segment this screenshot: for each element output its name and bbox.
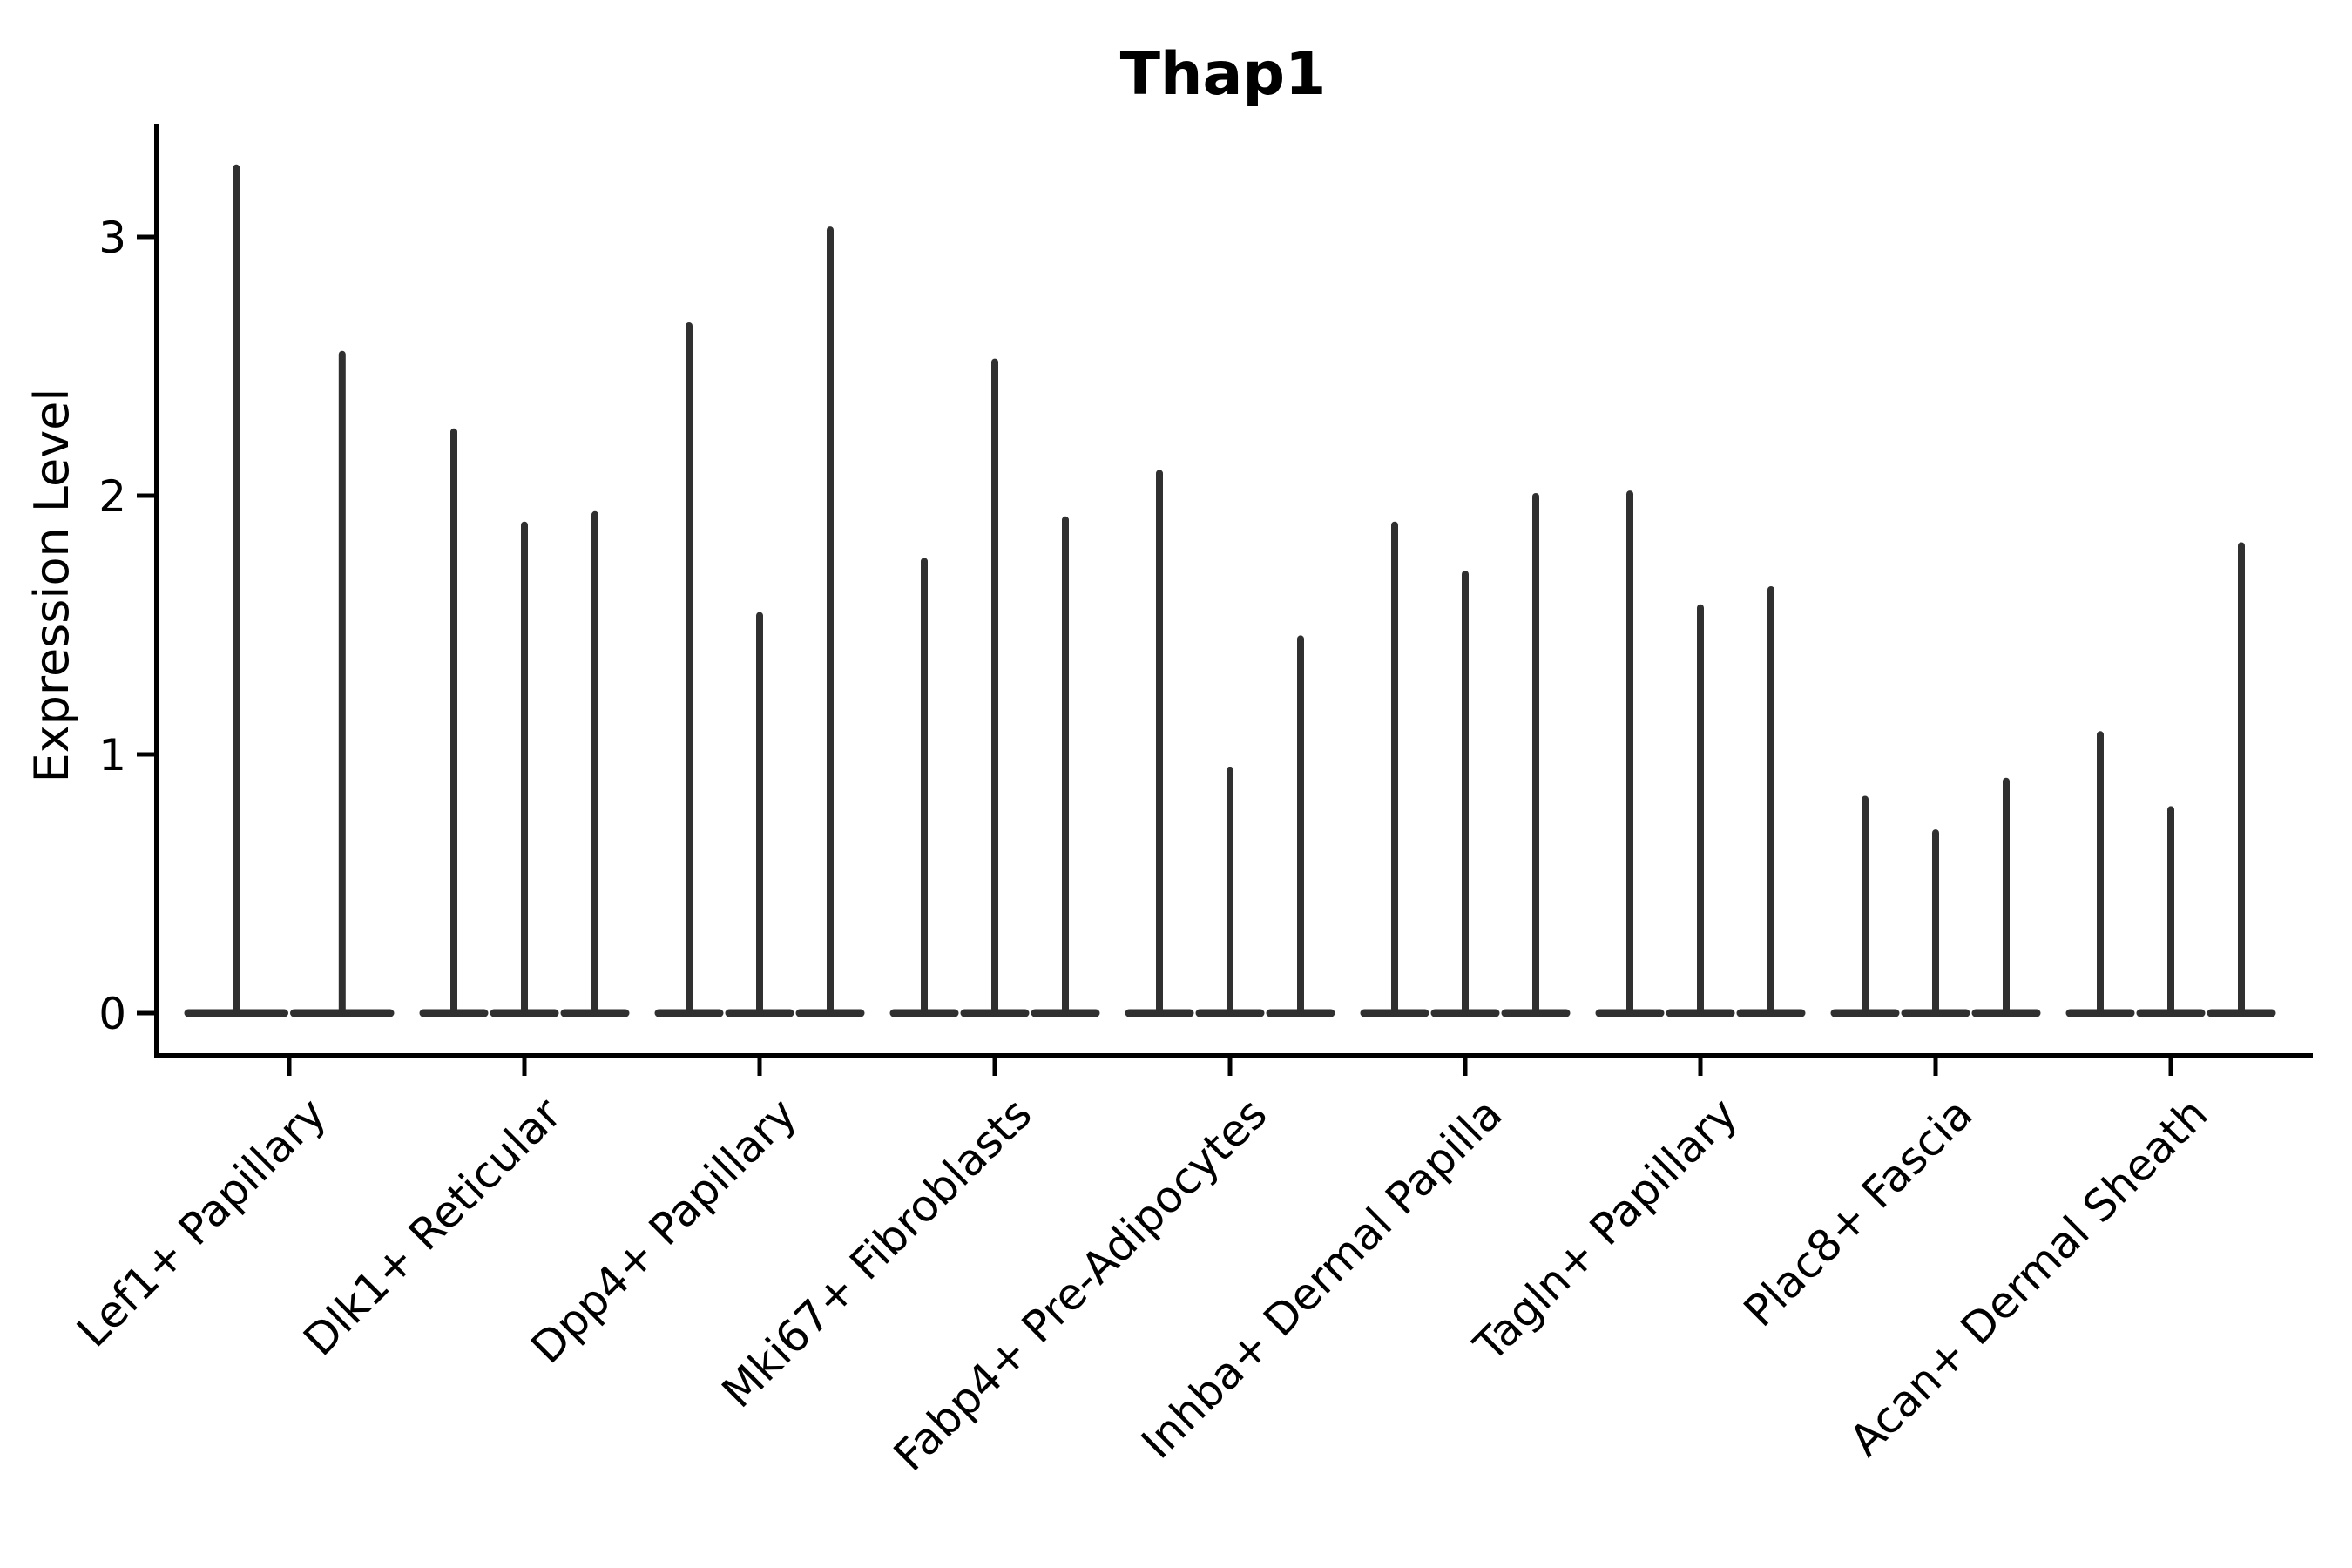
violin-spike xyxy=(1156,470,1163,1017)
violin-spike xyxy=(2238,542,2245,1017)
violin-spike xyxy=(827,226,834,1017)
y-axis-title: Expression Level xyxy=(24,389,79,783)
violin-spike xyxy=(450,428,457,1017)
violin-spike xyxy=(1532,493,1539,1017)
violin-spike xyxy=(1626,490,1633,1017)
x-tick xyxy=(1227,1056,1233,1076)
y-tick-label: 0 xyxy=(98,989,126,1039)
violin-spike xyxy=(338,350,346,1017)
violin-spike xyxy=(1862,795,1869,1017)
violin-spike xyxy=(521,521,528,1017)
y-tick-label: 1 xyxy=(98,730,126,781)
x-category-label: Tagln+ Papillary xyxy=(1463,1088,1747,1371)
violin-spike xyxy=(2003,777,2010,1017)
violin-spike xyxy=(1462,571,1469,1017)
x-axis-spine xyxy=(154,1053,2313,1058)
y-tick xyxy=(137,234,157,240)
x-category-label: Plac8+ Fascia xyxy=(1734,1088,1983,1336)
x-tick xyxy=(1698,1056,1703,1076)
violin-spike xyxy=(591,510,598,1017)
x-tick xyxy=(992,1056,997,1076)
violin-spike xyxy=(991,358,998,1017)
violin-spike xyxy=(1697,604,1704,1017)
violin-spike xyxy=(2167,806,2174,1017)
violin-spike xyxy=(1062,516,1069,1017)
x-category-label: Dlk1+ Reticular xyxy=(294,1088,571,1365)
x-tick xyxy=(287,1056,292,1076)
y-tick-label: 2 xyxy=(98,471,126,522)
violin-spike xyxy=(1297,635,1304,1017)
x-tick xyxy=(522,1056,527,1076)
violin-spike xyxy=(1932,829,1939,1017)
violin-spike xyxy=(756,612,763,1017)
y-tick xyxy=(137,1010,157,1016)
violin-spike xyxy=(2097,731,2104,1017)
x-category-label: Fabp4+ Pre-Adipocytes xyxy=(884,1088,1277,1481)
violin-spike xyxy=(1227,767,1233,1017)
x-tick xyxy=(1933,1056,1938,1076)
violin-spike xyxy=(1391,521,1398,1017)
y-tick xyxy=(137,493,157,498)
x-tick xyxy=(757,1056,762,1076)
x-tick xyxy=(1463,1056,1468,1076)
violin-spike xyxy=(921,558,928,1017)
y-tick xyxy=(137,752,157,757)
y-tick-label: 3 xyxy=(98,213,126,263)
violin-spike xyxy=(1767,586,1774,1017)
violin-spike xyxy=(233,164,240,1017)
x-tick xyxy=(2168,1056,2173,1076)
x-category-label: Lef1+ Papillary xyxy=(67,1088,335,1356)
chart-title: Thap1 xyxy=(1120,40,1327,109)
y-axis-spine xyxy=(154,124,159,1056)
violin-spike xyxy=(686,322,693,1017)
